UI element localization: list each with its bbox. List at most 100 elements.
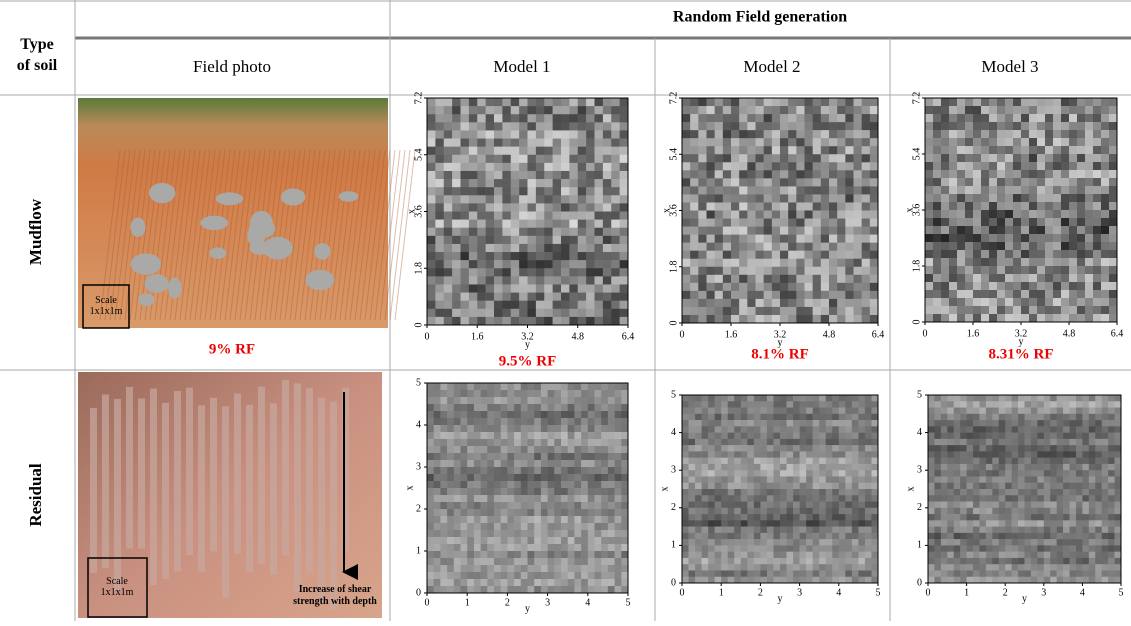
field-cell [819,451,826,458]
field-cell [454,530,461,537]
field-cell [788,146,796,154]
field-cell [813,275,821,283]
field-cell [979,520,986,527]
field-cell [989,234,997,242]
field-cell [444,293,453,301]
field-cell [1102,577,1109,584]
field-cell [934,445,941,452]
field-cell [494,439,501,446]
field-cell [1082,439,1089,446]
field-cell [747,439,754,446]
field-cell [615,488,622,495]
field-cell [461,301,470,309]
field-cell [767,414,774,421]
field-cell [787,508,794,515]
field-cell [925,130,933,138]
field-cell [615,565,622,572]
field-cell [447,446,454,453]
field-cell [1095,458,1102,465]
field-cell [511,268,520,276]
field-cell [1101,146,1109,154]
field-cell [481,411,488,418]
field-cell [767,533,774,540]
field-cell [845,219,853,227]
field-cell [1025,451,1032,458]
field-cell [845,194,853,202]
field-cell [1031,508,1038,515]
field-cell [519,203,528,211]
field-cell [973,570,980,577]
field-cell [715,227,723,235]
field-cell [690,106,698,114]
field-cell [1037,495,1044,502]
field-cell [865,520,872,527]
field-cell [839,570,846,577]
field-cell [865,401,872,408]
field-cell [698,251,706,259]
page: Typeof soilRandom Field generationField … [0,0,1131,621]
field-cell [845,495,852,502]
field-cell [541,551,548,558]
field-cell [721,495,728,502]
field-cell [747,106,755,114]
field-cell [487,404,494,411]
field-cell [796,235,804,243]
field-cell [511,244,520,252]
field-cell [601,558,608,565]
field-cell [992,514,999,521]
field-cell [521,509,528,516]
field-cell [806,552,813,559]
field-cell [486,130,495,138]
field-cell [553,252,562,260]
field-cell [845,476,852,483]
field-cell [1037,489,1044,496]
field-cell [481,530,488,537]
field-cell [519,301,528,309]
field-cell [1063,408,1070,415]
field-cell [821,267,829,275]
field-cell [739,98,747,106]
field-cell [837,307,845,315]
field-cell [747,315,755,323]
field-cell [1031,420,1038,427]
field-cell [1109,290,1117,298]
field-cell [708,558,715,565]
field-cell [534,544,541,551]
field-cell [845,267,853,275]
field-cell [440,467,447,474]
field-cell [427,276,436,284]
field-cell [568,453,575,460]
field-cell [773,489,780,496]
field-cell [805,186,813,194]
field-cell [521,411,528,418]
field-cell [1005,306,1013,314]
field-cell [1108,458,1115,465]
field-cell [788,114,796,122]
field-cell [702,564,709,571]
field-cell [561,446,568,453]
field-cell [1050,564,1057,571]
field-cell [707,138,715,146]
field-cell [979,458,986,465]
field-cell [702,439,709,446]
field-cell [793,539,800,546]
field-cell [821,315,829,323]
field-cell [528,586,535,593]
field-cell [1057,420,1064,427]
field-cell [1012,439,1019,446]
field-cell [608,474,615,481]
field-cell [1029,154,1037,162]
field-cell [521,544,528,551]
field-cell [832,426,839,433]
field-cell [819,533,826,540]
field-cell [854,162,862,170]
field-cell [826,495,833,502]
field-cell [986,433,993,440]
field-cell [536,317,545,325]
field-cell [569,147,578,155]
field-cell [989,266,997,274]
field-cell [595,404,602,411]
field-cell [595,98,604,106]
field-cell [819,445,826,452]
field-cell [528,276,537,284]
